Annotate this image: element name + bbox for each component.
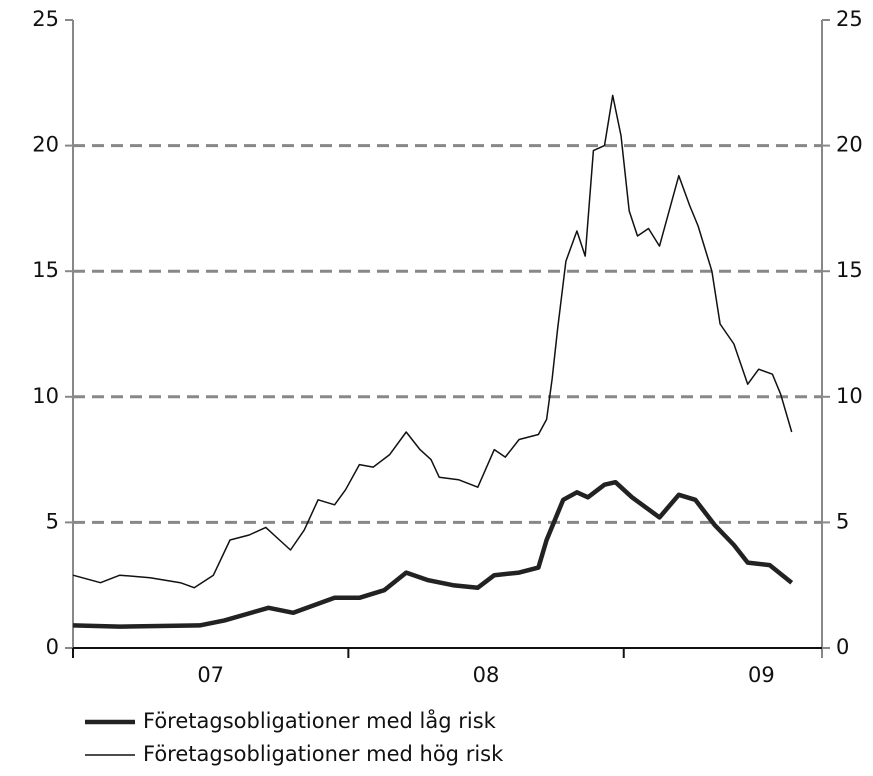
y2-tick-label: 15	[836, 258, 863, 282]
y-tick-label: 20	[32, 133, 59, 157]
x-tick-label: 09	[748, 663, 775, 687]
y-tick-label: 25	[32, 7, 59, 31]
y2-tick-label: 0	[836, 635, 849, 659]
y2-tick-label: 20	[836, 133, 863, 157]
y-tick-label: 15	[32, 258, 59, 282]
legend-label: Företagsobligationer med låg risk	[143, 708, 497, 733]
legend-label: Företagsobligationer med hög risk	[143, 742, 504, 766]
y2-tick-label: 10	[836, 384, 863, 408]
y-tick-label: 5	[46, 509, 59, 533]
y-tick-label: 0	[46, 635, 59, 659]
x-tick-label: 08	[473, 663, 500, 687]
y2-tick-label: 5	[836, 509, 849, 533]
x-tick-label: 07	[197, 663, 224, 687]
series-line	[72, 479, 794, 629]
series-line	[72, 94, 793, 589]
y-tick-label: 10	[32, 384, 59, 408]
y2-tick-label: 25	[836, 7, 863, 31]
